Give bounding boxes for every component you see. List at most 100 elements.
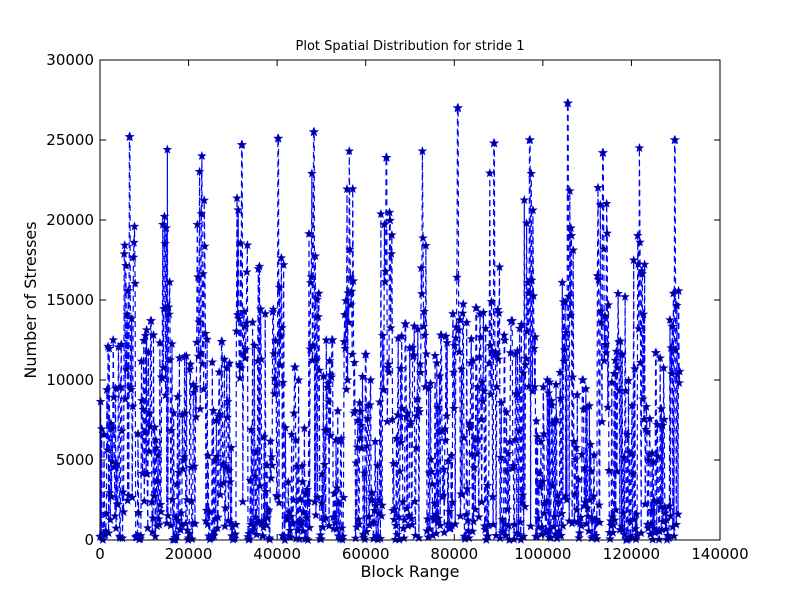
data-point: [601, 347, 611, 358]
data-point: [128, 252, 139, 262]
data-point: [418, 233, 428, 243]
data-point: [221, 462, 231, 472]
data-point: [442, 337, 453, 347]
data-point: [611, 346, 622, 356]
data-point: [566, 230, 577, 240]
data-point: [173, 515, 184, 525]
data-point: [596, 306, 606, 316]
data-point: [166, 425, 177, 435]
data-point: [531, 416, 542, 426]
data-point: [354, 397, 365, 408]
data-point: [433, 402, 443, 412]
data-point: [195, 404, 206, 414]
data-point: [515, 517, 526, 527]
data-point: [406, 416, 416, 426]
data-point: [453, 102, 463, 113]
data-point: [179, 452, 189, 462]
data-point: [101, 508, 112, 518]
data-point: [234, 359, 245, 369]
data-point: [620, 385, 631, 395]
x-tick-label: 80000: [430, 545, 478, 563]
data-point: [195, 347, 206, 358]
data-point: [574, 528, 585, 538]
data-point: [376, 510, 387, 520]
data-point: [641, 401, 652, 411]
data-point: [429, 498, 440, 508]
data-point: [483, 531, 493, 541]
data-point: [332, 405, 343, 416]
data-point: [211, 415, 222, 425]
data-point: [120, 394, 131, 404]
data-point: [310, 251, 321, 261]
data-point: [559, 356, 569, 366]
data-point: [214, 367, 225, 377]
y-tick-label: 10000: [46, 371, 94, 389]
data-point: [513, 529, 524, 539]
data-point: [411, 410, 422, 421]
data-point: [299, 423, 310, 433]
data-point: [661, 524, 671, 534]
data-point: [147, 527, 158, 537]
data-point: [186, 496, 197, 506]
data-point: [311, 354, 322, 364]
data-point: [559, 345, 570, 355]
data-point: [213, 512, 223, 522]
data-point: [274, 497, 284, 507]
data-point: [513, 388, 523, 398]
data-point: [525, 134, 535, 145]
data-point: [142, 523, 153, 533]
data-point: [456, 364, 467, 374]
data-point: [567, 372, 578, 382]
data-point: [339, 309, 350, 319]
data-point: [355, 406, 366, 416]
data-point: [664, 500, 675, 511]
data-point: [129, 221, 140, 231]
data-point: [606, 377, 617, 387]
data-point: [629, 363, 640, 374]
data-point: [412, 324, 423, 334]
data-point: [392, 529, 402, 539]
data-point: [142, 468, 153, 479]
data-point: [364, 511, 374, 521]
data-point: [427, 478, 438, 489]
data-point: [443, 456, 454, 466]
data-point: [492, 349, 503, 360]
data-point: [102, 444, 113, 454]
data-point: [347, 349, 358, 359]
data-point: [127, 401, 138, 411]
data-point: [260, 486, 271, 496]
data-point: [551, 414, 562, 425]
data-point: [566, 223, 576, 233]
data-point: [485, 340, 496, 350]
data-point: [346, 300, 356, 310]
data-point: [275, 331, 286, 341]
data-point: [527, 386, 538, 396]
data-point: [646, 505, 657, 515]
data-point: [502, 504, 513, 514]
data-point: [127, 492, 138, 502]
data-point: [582, 503, 593, 513]
data-point: [240, 353, 250, 363]
data-point: [197, 358, 208, 368]
data-point: [249, 340, 260, 350]
data-point: [197, 150, 207, 161]
data-point: [316, 534, 326, 544]
data-point: [616, 521, 627, 531]
data-point: [555, 367, 565, 377]
data-point: [198, 268, 208, 279]
data-point: [393, 512, 404, 522]
data-point: [391, 433, 402, 443]
data-point: [311, 510, 321, 520]
data-point: [400, 318, 411, 329]
data-point: [172, 478, 182, 489]
data-point: [449, 340, 460, 350]
data-point: [118, 506, 129, 517]
data-point: [298, 507, 309, 517]
data-point: [670, 134, 680, 145]
data-point: [537, 522, 547, 532]
data-point: [133, 428, 143, 438]
data-point: [272, 492, 283, 502]
data-point: [549, 511, 560, 521]
data-point: [191, 411, 201, 422]
data-point: [617, 349, 628, 359]
